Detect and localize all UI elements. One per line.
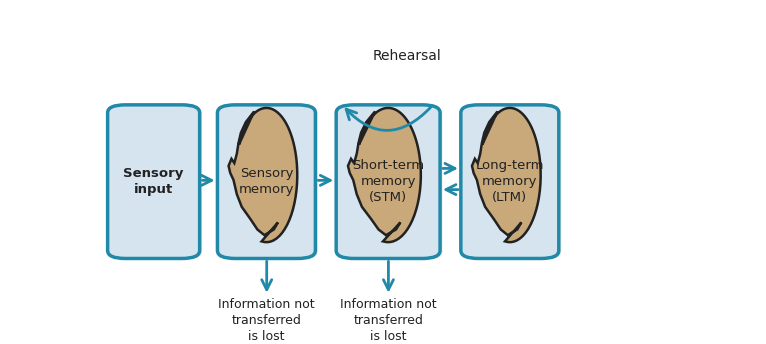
Text: Rehearsal: Rehearsal xyxy=(373,49,442,63)
FancyBboxPatch shape xyxy=(218,105,316,258)
FancyBboxPatch shape xyxy=(463,106,561,259)
Text: Information not
transferred
is lost: Information not transferred is lost xyxy=(218,298,315,343)
Text: Long-term
memory
(LTM): Long-term memory (LTM) xyxy=(476,159,544,204)
FancyBboxPatch shape xyxy=(110,106,202,259)
FancyBboxPatch shape xyxy=(107,105,200,258)
FancyBboxPatch shape xyxy=(220,106,318,259)
FancyBboxPatch shape xyxy=(461,105,559,258)
Text: Short-term
memory
(STM): Short-term memory (STM) xyxy=(352,159,424,204)
Polygon shape xyxy=(228,108,297,242)
Polygon shape xyxy=(472,108,541,242)
FancyBboxPatch shape xyxy=(336,105,440,258)
FancyBboxPatch shape xyxy=(339,106,443,259)
Text: Information not
transferred
is lost: Information not transferred is lost xyxy=(340,298,437,343)
Text: Sensory
memory: Sensory memory xyxy=(239,167,294,196)
Polygon shape xyxy=(348,108,421,242)
Text: Sensory
input: Sensory input xyxy=(123,167,184,196)
